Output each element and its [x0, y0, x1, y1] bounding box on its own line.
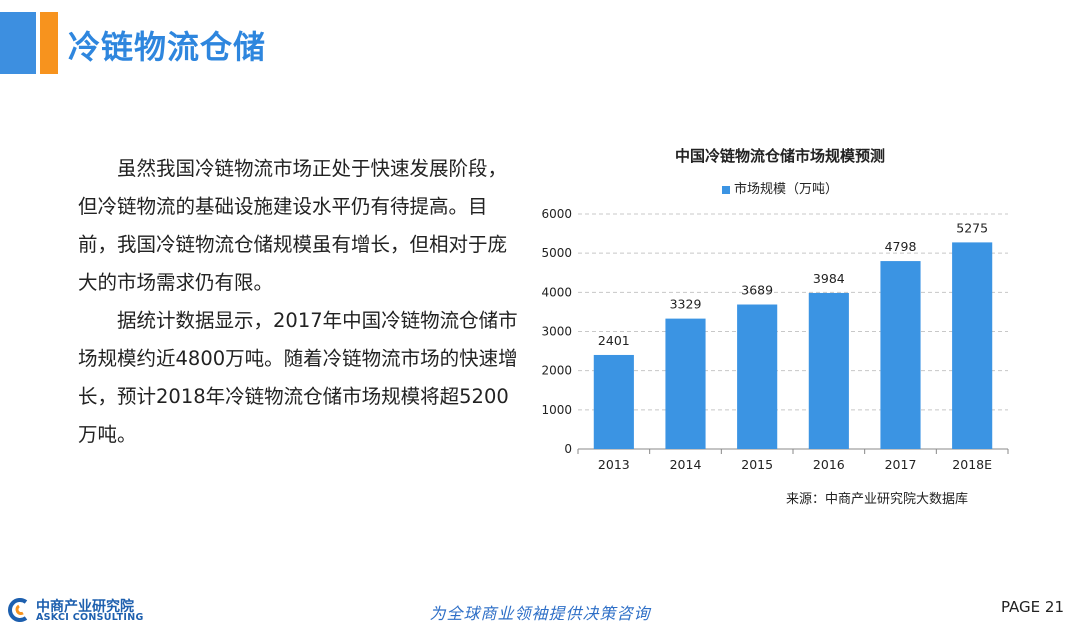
- bar: [808, 292, 849, 449]
- logo-text-cn: 中商产业研究院: [36, 599, 134, 615]
- bar: [665, 318, 706, 449]
- body-text: 虽然我国冷链物流市场正处于快速发展阶段，但冷链物流的基础设施建设水平仍有待提高。…: [78, 150, 518, 454]
- legend-label: 市场规模（万吨）: [733, 182, 838, 197]
- logo-mark-icon: [8, 598, 28, 622]
- header-accent-blue: [0, 12, 36, 74]
- chart-legend: 市场规模（万吨）: [560, 178, 1000, 197]
- x-tick-label: 2015: [741, 457, 773, 472]
- page-title: 冷链物流仓储: [68, 28, 267, 66]
- y-tick-label: 0: [564, 442, 572, 456]
- bar: [737, 304, 778, 449]
- bar-value-label: 3689: [741, 283, 773, 298]
- bar-value-label: 2401: [598, 333, 630, 348]
- company-logo: 中商产业研究院 ASKCI CONSULTING: [6, 596, 156, 626]
- bar-value-label: 5275: [956, 220, 988, 235]
- footer-slogan: 为全球商业领袖提供决策咨询: [429, 604, 651, 623]
- bar: [952, 242, 993, 449]
- y-tick-label: 5000: [541, 246, 572, 260]
- y-tick-label: 2000: [541, 364, 572, 378]
- bar: [880, 261, 921, 449]
- body-paragraph-2: 据统计数据显示，2017年中国冷链物流仓储市场规模约近4800万吨。随着冷链物流…: [78, 309, 518, 446]
- bar-value-label: 3984: [813, 271, 845, 286]
- y-tick-label: 3000: [541, 325, 572, 339]
- header-accent-orange: [40, 12, 58, 74]
- y-tick-label: 1000: [541, 403, 572, 417]
- page-number: PAGE 21: [1000, 598, 1064, 616]
- x-tick-label: 2013: [598, 457, 630, 472]
- chart-source: 来源：中商产业研究院大数据库: [786, 492, 969, 507]
- x-tick-label: 2014: [670, 457, 702, 472]
- body-paragraph-1: 虽然我国冷链物流市场正处于快速发展阶段，但冷链物流的基础设施建设水平仍有待提高。…: [78, 157, 508, 294]
- y-tick-label: 4000: [541, 285, 572, 299]
- legend-swatch: [721, 185, 730, 194]
- y-tick-label: 6000: [541, 207, 572, 221]
- bar: [593, 354, 634, 449]
- chart-title: 中国冷链物流仓储市场规模预测: [674, 147, 885, 165]
- x-tick-label: 2017: [885, 457, 917, 472]
- x-tick-label: 2018E: [952, 457, 992, 472]
- bar-value-label: 3329: [670, 297, 702, 312]
- logo-text-en: ASKCI CONSULTING: [36, 612, 144, 623]
- bar-value-label: 4798: [885, 239, 917, 254]
- x-tick-label: 2016: [813, 457, 845, 472]
